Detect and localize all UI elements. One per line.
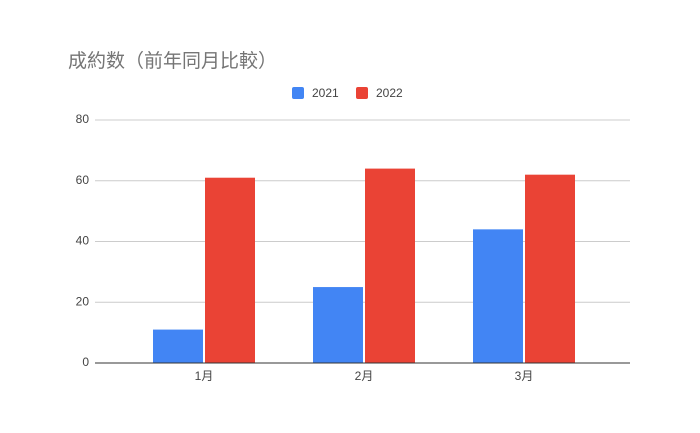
chart-title: 成約数（前年同月比較） (68, 50, 277, 72)
y-tick-label: 60 (76, 173, 90, 187)
bar (205, 177, 255, 363)
legend-label: 2022 (376, 86, 403, 100)
x-tick-label: 3月 (515, 369, 534, 383)
legend-swatch (292, 87, 304, 99)
x-tick-label: 2月 (355, 369, 374, 383)
legend-label: 2021 (312, 86, 339, 100)
y-tick-label: 20 (76, 294, 90, 308)
y-tick-label: 0 (82, 355, 89, 369)
bar (473, 229, 523, 363)
bar (313, 287, 363, 363)
y-tick-label: 80 (76, 112, 90, 126)
x-tick-label: 1月 (195, 369, 214, 383)
legend-swatch (356, 87, 368, 99)
bar (525, 174, 575, 363)
y-tick-label: 40 (76, 234, 90, 248)
bar (365, 168, 415, 363)
bar (153, 329, 203, 363)
